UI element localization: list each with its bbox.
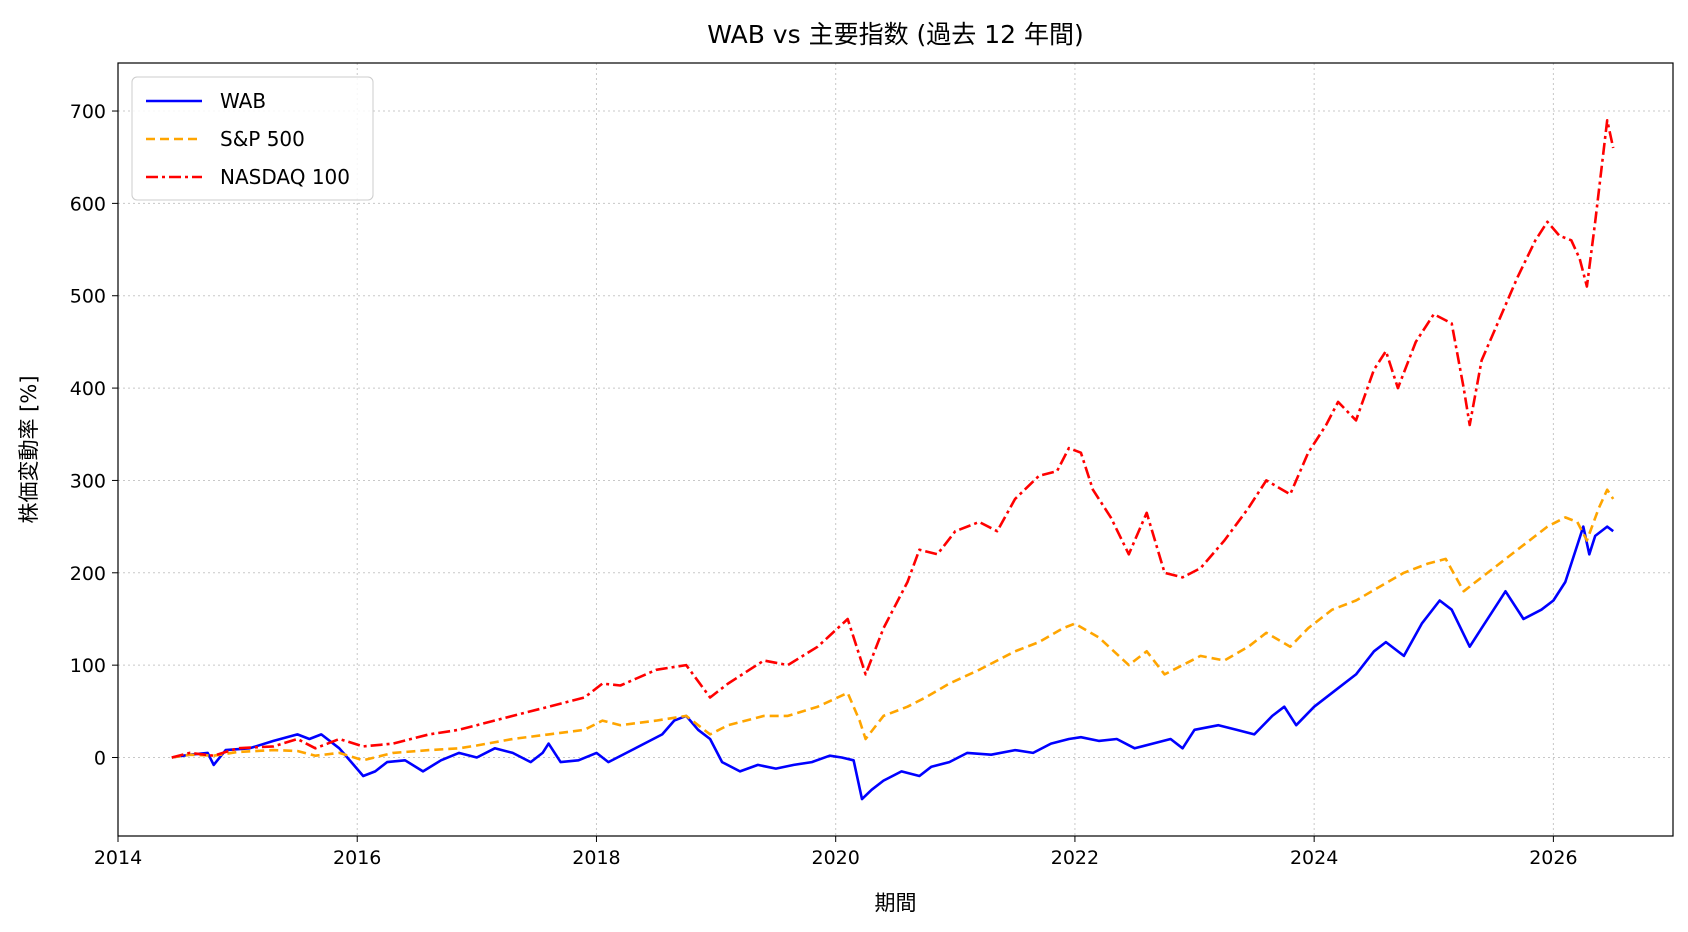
x-axis-label: 期間 xyxy=(875,891,917,915)
legend-label-2: NASDAQ 100 xyxy=(220,165,350,189)
legend-label-1: S&P 500 xyxy=(220,127,305,151)
x-tick-label: 2020 xyxy=(812,847,860,869)
legend-label-0: WAB xyxy=(220,89,266,113)
x-tick-label: 2026 xyxy=(1529,847,1577,869)
x-tick-label: 2014 xyxy=(94,847,142,869)
y-tick-label: 600 xyxy=(70,193,106,215)
ticks: 2014 2016 2018 2020 2022 2024 2026 0 100 200 300 40… xyxy=(70,101,1578,869)
series-line-2 xyxy=(171,119,1615,759)
y-tick-label: 100 xyxy=(70,655,106,677)
x-tick-label: 2022 xyxy=(1051,847,1099,869)
series-line-0 xyxy=(171,525,1614,801)
x-tick-label: 2016 xyxy=(333,847,381,869)
y-tick-label: 200 xyxy=(70,563,106,585)
legend-box xyxy=(131,76,374,201)
series-line-1 xyxy=(171,488,1615,762)
y-tick-label: 300 xyxy=(70,470,106,492)
x-tick-label: 2024 xyxy=(1290,847,1338,869)
x-tick-label: 2018 xyxy=(572,847,620,869)
series-layer xyxy=(171,119,1615,801)
plot-frame xyxy=(117,62,1674,837)
y-tick-label: 500 xyxy=(70,286,106,308)
y-axis-label: 株価変動率 [%] xyxy=(17,375,41,523)
legend: WAB S&P 500 NASDAQ 100 xyxy=(131,76,374,201)
y-tick-label: 0 xyxy=(94,747,106,769)
y-tick-label: 400 xyxy=(70,378,106,400)
chart-title: WAB vs 主要指数 (過去 12 年間) xyxy=(707,20,1083,49)
y-tick-label: 700 xyxy=(70,101,106,123)
